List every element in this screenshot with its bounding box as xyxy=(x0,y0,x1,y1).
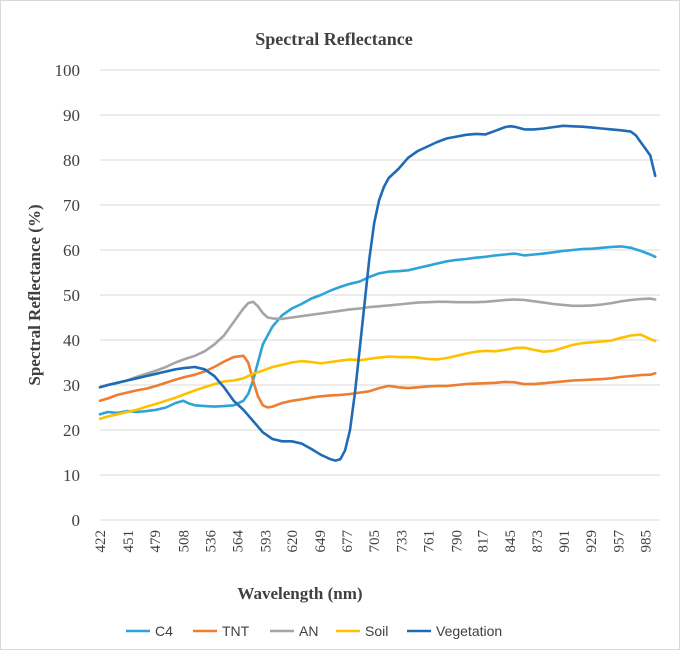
x-tick-label: 593 xyxy=(259,530,275,553)
y-tick-label: 50 xyxy=(63,286,80,305)
chart-title: Spectral Reflectance xyxy=(255,29,412,49)
y-tick-label: 80 xyxy=(63,151,80,170)
x-tick-label: 985 xyxy=(638,530,654,553)
y-axis-title: Spectral Reflectance (%) xyxy=(25,204,44,385)
x-tick-label: 649 xyxy=(313,530,329,553)
x-tick-label: 790 xyxy=(450,530,466,553)
legend: C4 TNT AN Soil Vegetation xyxy=(126,623,502,639)
x-tick-label: 677 xyxy=(340,530,356,553)
x-tick-label: 845 xyxy=(503,530,519,553)
legend-label-vegetation: Vegetation xyxy=(436,623,502,639)
legend-label-c4: C4 xyxy=(155,623,173,639)
x-tick-label: 479 xyxy=(148,530,164,553)
x-tick-label: 761 xyxy=(421,530,437,553)
x-tick-label: 705 xyxy=(367,530,383,553)
series-line-c4 xyxy=(98,245,657,416)
y-tick-label: 10 xyxy=(63,466,80,485)
series-line-tnt xyxy=(98,354,657,409)
legend-label-tnt: TNT xyxy=(222,623,250,639)
x-axis-title: Wavelength (nm) xyxy=(237,584,362,603)
y-tick-label: 20 xyxy=(63,421,80,440)
x-axis-ticks: 422 451 479 508 536 564 593 620 649 677 705 733 761 7… xyxy=(93,530,654,553)
x-tick-label: 733 xyxy=(394,530,410,553)
x-tick-label: 929 xyxy=(584,530,600,553)
series-line-soil xyxy=(98,333,657,421)
x-tick-label: 451 xyxy=(121,530,137,553)
y-tick-label: 70 xyxy=(63,196,80,215)
series-line-vegetation xyxy=(98,124,657,462)
y-tick-label: 100 xyxy=(55,61,81,80)
legend-label-an: AN xyxy=(299,623,318,639)
series-lines xyxy=(98,124,657,462)
x-tick-label: 620 xyxy=(285,530,301,553)
x-tick-label: 508 xyxy=(176,530,192,553)
x-tick-label: 536 xyxy=(203,530,219,553)
x-tick-label: 901 xyxy=(557,530,573,553)
y-axis-ticks: 0 10 20 30 40 50 60 70 80 90 100 xyxy=(55,61,81,530)
x-tick-label: 957 xyxy=(611,530,627,553)
y-tick-label: 30 xyxy=(63,376,80,395)
y-tick-label: 0 xyxy=(72,511,81,530)
y-tick-label: 90 xyxy=(63,106,80,125)
x-tick-label: 873 xyxy=(530,530,546,553)
x-tick-label: 422 xyxy=(93,530,109,553)
x-tick-label: 564 xyxy=(231,530,247,553)
y-tick-label: 60 xyxy=(63,241,80,260)
y-tick-label: 40 xyxy=(63,331,80,350)
x-tick-label: 817 xyxy=(476,530,492,553)
legend-label-soil: Soil xyxy=(365,623,388,639)
